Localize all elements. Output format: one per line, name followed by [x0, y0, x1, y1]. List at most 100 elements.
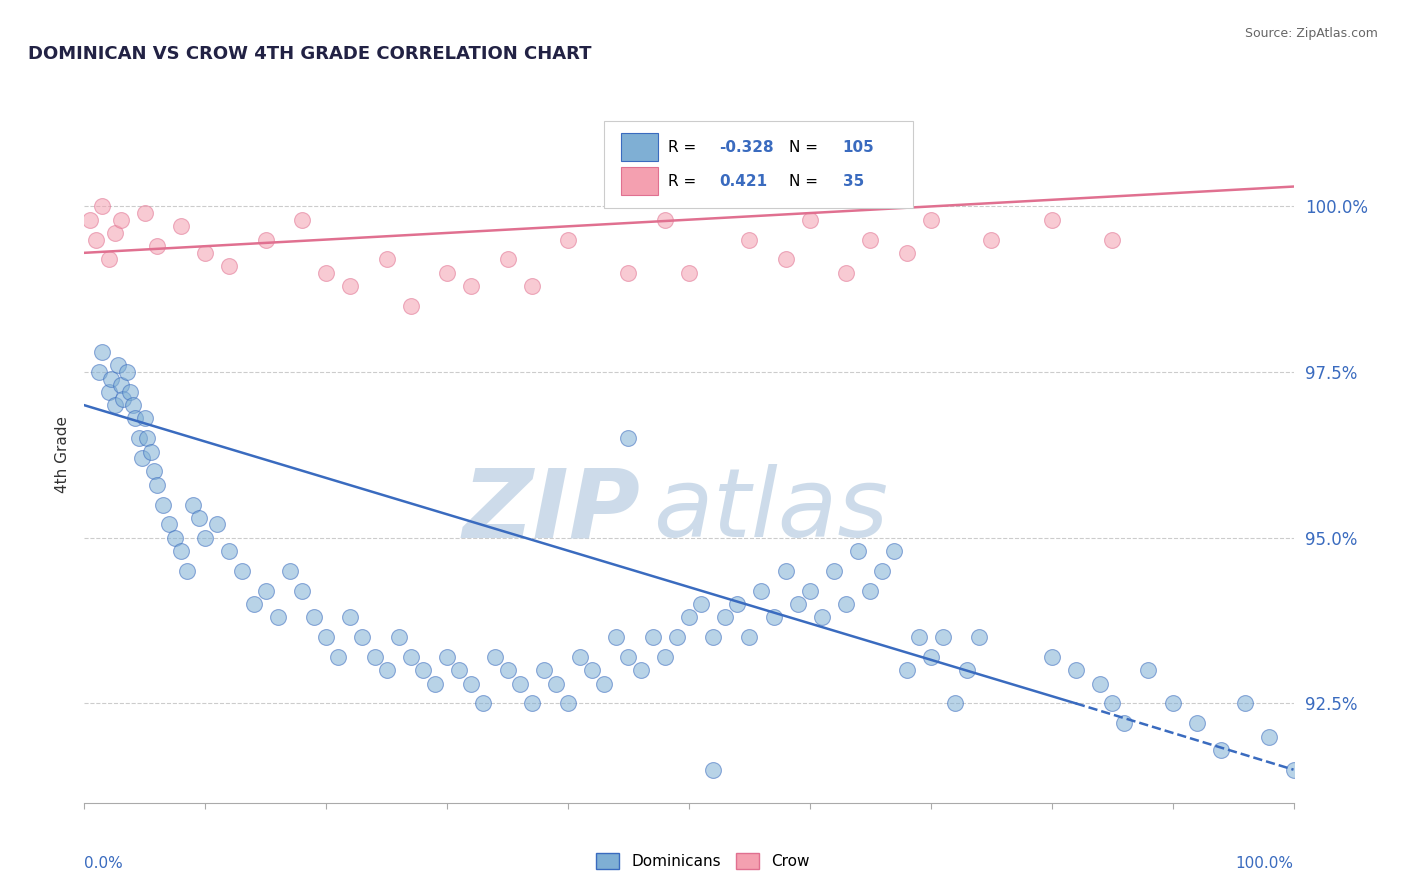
Point: [956, 663, 979, 677]
Point: [533, 663, 555, 677]
FancyBboxPatch shape: [621, 134, 658, 161]
Point: [738, 233, 761, 247]
Point: [593, 676, 616, 690]
Point: [254, 583, 277, 598]
Point: [194, 531, 217, 545]
Point: [363, 650, 385, 665]
Point: [79, 212, 101, 227]
Point: [1040, 650, 1063, 665]
Point: [115, 365, 138, 379]
Point: [399, 299, 422, 313]
Point: [980, 233, 1002, 247]
Point: [617, 650, 640, 665]
Point: [134, 411, 156, 425]
Point: [375, 663, 398, 677]
Point: [423, 676, 446, 690]
Point: [654, 650, 676, 665]
Point: [520, 279, 543, 293]
Point: [278, 564, 301, 578]
Point: [1101, 233, 1123, 247]
Point: [460, 279, 482, 293]
Point: [1064, 663, 1087, 677]
Point: [932, 630, 955, 644]
Point: [181, 498, 204, 512]
Text: 105: 105: [842, 140, 875, 155]
Point: [97, 384, 120, 399]
Point: [835, 266, 858, 280]
Point: [124, 411, 146, 425]
Point: [97, 252, 120, 267]
Point: [104, 226, 127, 240]
Y-axis label: 4th Grade: 4th Grade: [55, 417, 70, 493]
Point: [907, 630, 929, 644]
Point: [1258, 730, 1281, 744]
Text: R =: R =: [668, 140, 702, 155]
Point: [157, 517, 180, 532]
Point: [799, 212, 821, 227]
Text: 100.0%: 100.0%: [1236, 856, 1294, 871]
Point: [835, 597, 858, 611]
Text: Source: ZipAtlas.com: Source: ZipAtlas.com: [1244, 27, 1378, 40]
Text: 0.421: 0.421: [720, 174, 768, 189]
Text: -0.328: -0.328: [720, 140, 773, 155]
Point: [1161, 697, 1184, 711]
Point: [678, 266, 700, 280]
Point: [136, 431, 159, 445]
Point: [352, 630, 374, 644]
Point: [1185, 716, 1208, 731]
Point: [1101, 697, 1123, 711]
Point: [1209, 743, 1232, 757]
Point: [218, 544, 240, 558]
Point: [1282, 763, 1305, 777]
Point: [1137, 663, 1160, 677]
Point: [388, 630, 411, 644]
Text: N =: N =: [789, 174, 823, 189]
Point: [544, 676, 567, 690]
Point: [86, 233, 108, 247]
Point: [449, 663, 471, 677]
Point: [943, 697, 966, 711]
Point: [920, 212, 942, 227]
Point: [91, 199, 114, 213]
Point: [738, 630, 761, 644]
Text: 35: 35: [842, 174, 863, 189]
Point: [242, 597, 264, 611]
Point: [194, 245, 217, 260]
Point: [146, 477, 169, 491]
Point: [87, 365, 110, 379]
Point: [896, 663, 918, 677]
Point: [328, 650, 350, 665]
Point: [751, 583, 773, 598]
Point: [315, 266, 337, 280]
Point: [786, 597, 808, 611]
Point: [883, 544, 905, 558]
Point: [110, 378, 132, 392]
Point: [165, 531, 187, 545]
Point: [496, 252, 519, 267]
Point: [412, 663, 434, 677]
Point: [291, 583, 314, 598]
Legend: Dominicans, Crow: Dominicans, Crow: [591, 847, 815, 875]
Point: [859, 583, 882, 598]
Point: [100, 372, 122, 386]
Point: [267, 610, 290, 624]
Point: [665, 630, 688, 644]
FancyBboxPatch shape: [621, 167, 658, 194]
Point: [690, 597, 713, 611]
Point: [605, 630, 627, 644]
Point: [762, 610, 785, 624]
Point: [496, 663, 519, 677]
Text: ZIP: ZIP: [463, 464, 641, 558]
Point: [128, 431, 150, 445]
Point: [617, 431, 640, 445]
Point: [436, 266, 458, 280]
Point: [143, 465, 166, 479]
Point: [617, 266, 640, 280]
Point: [315, 630, 337, 644]
Point: [339, 279, 361, 293]
Point: [134, 206, 156, 220]
Point: [484, 650, 506, 665]
Point: [846, 544, 869, 558]
Point: [121, 398, 143, 412]
Point: [920, 650, 942, 665]
